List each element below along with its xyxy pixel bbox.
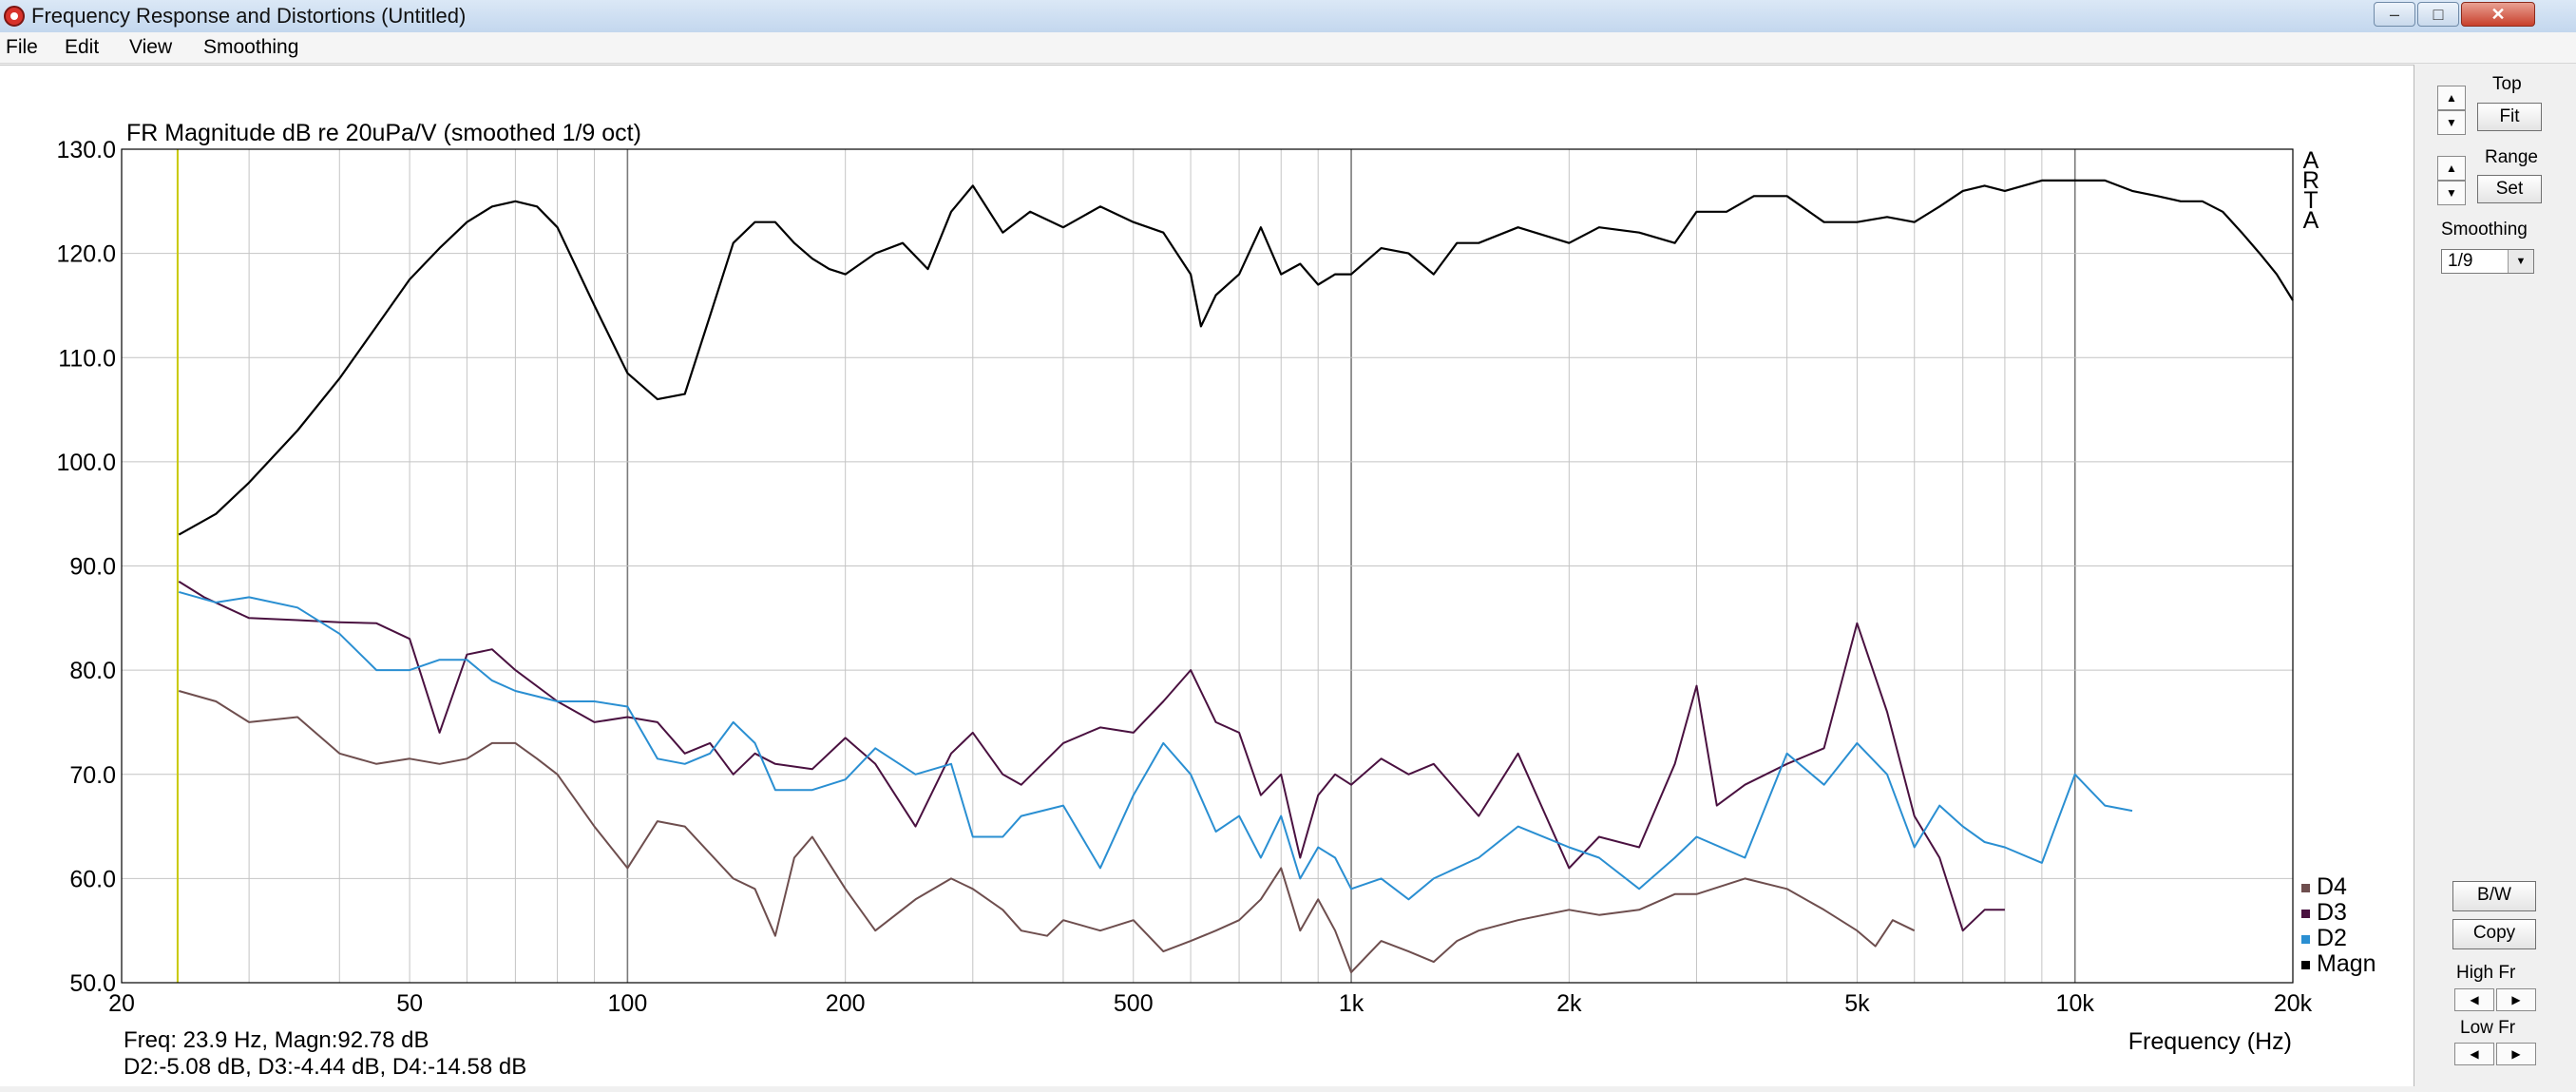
y-tick-label: 130.0 <box>56 137 116 163</box>
range-up-arrow-icon[interactable]: ▲ <box>2437 156 2466 181</box>
y-tick-label: 70.0 <box>69 762 116 789</box>
x-tick-label: 50 <box>396 990 423 1017</box>
window-title: Frequency Response and Distortions (Unti… <box>31 4 467 28</box>
y-tick-label: 60.0 <box>69 866 116 892</box>
series-line-magn <box>178 179 2294 536</box>
top-label: Top <box>2492 74 2522 94</box>
series-line-d4 <box>179 690 1916 973</box>
side-text-letter: A <box>2303 147 2319 174</box>
x-tick-label: 2k <box>1556 990 1582 1017</box>
high-fr-label: High Fr <box>2456 963 2516 983</box>
smoothing-label: Smoothing <box>2441 220 2528 239</box>
series-line-d2 <box>179 590 2133 901</box>
legend-label-d4: D4 <box>2317 873 2347 900</box>
x-axis-label: Frequency (Hz) <box>2128 1028 2292 1055</box>
chart-panel[interactable]: 50.0 60.0 70.0 80.0 90.0 100.0 110.0 120.0 130.0… <box>0 65 2414 1086</box>
y-tick-label: 120.0 <box>56 241 116 268</box>
control-panel: ▲ ▼ Top Fit ▲ ▼ Range Set Smoothing 1/9 … <box>2414 65 2576 1092</box>
y-tick-label: 50.0 <box>69 970 116 997</box>
x-tick-label: 20 <box>108 990 135 1017</box>
legend-swatch-d4 <box>2301 884 2310 892</box>
legend-swatch-magn <box>2301 961 2310 969</box>
frequency-response-chart[interactable]: 50.0 60.0 70.0 80.0 90.0 100.0 110.0 120.0 130.0… <box>0 66 2414 1086</box>
low-fr-label: Low Fr <box>2460 1018 2516 1038</box>
x-tick-label: 1k <box>1339 990 1364 1017</box>
series-line-d3 <box>178 581 2005 932</box>
grid <box>121 148 2294 984</box>
legend-label-d3: D3 <box>2317 899 2347 926</box>
top-up-arrow-icon[interactable]: ▲ <box>2437 86 2466 110</box>
maximize-button[interactable]: □ <box>2417 2 2459 27</box>
menu-smoothing[interactable]: Smoothing <box>203 36 299 58</box>
plot-frame <box>121 148 2294 984</box>
menu-edit[interactable]: Edit <box>65 36 100 58</box>
side-text-letter: T <box>2303 187 2318 214</box>
title-bar: Frequency Response and Distortions (Unti… <box>0 0 2576 33</box>
x-tick-label: 200 <box>826 990 866 1017</box>
high-fr-right-arrow-icon[interactable]: ▶ <box>2496 988 2536 1011</box>
menu-bar: File Edit View Smoothing <box>0 32 2576 64</box>
series-layer <box>178 179 2294 973</box>
x-tick-label: 500 <box>1114 990 1154 1017</box>
legend-label-magn: Magn <box>2317 950 2376 977</box>
low-fr-right-arrow-icon[interactable]: ▶ <box>2496 1043 2536 1065</box>
side-text-letter: A <box>2303 207 2319 234</box>
cursor-readout-line2: D2:-5.08 dB, D3:-4.44 dB, D4:-14.58 dB <box>124 1054 526 1080</box>
x-tick-label: 100 <box>608 990 648 1017</box>
y-tick-label: 100.0 <box>56 450 116 476</box>
side-text-letter: R <box>2302 167 2319 194</box>
tick-labels: 50.0 60.0 70.0 80.0 90.0 100.0 110.0 120.0 130.0… <box>56 137 2312 1017</box>
app-icon <box>4 6 25 27</box>
close-button[interactable]: ✕ <box>2461 2 2535 27</box>
x-tick-label: 5k <box>1844 990 1870 1017</box>
y-tick-label: 90.0 <box>69 554 116 581</box>
low-fr-left-arrow-icon[interactable]: ◀ <box>2454 1043 2494 1065</box>
y-tick-label: 110.0 <box>58 345 116 372</box>
chart-title: FR Magnitude dB re 20uPa/V (smoothed 1/9… <box>126 120 641 146</box>
set-button[interactable]: Set <box>2477 175 2542 203</box>
y-tick-label: 80.0 <box>69 658 116 684</box>
menu-file[interactable]: File <box>6 36 38 58</box>
legend-swatch-d2 <box>2301 935 2310 944</box>
smoothing-select[interactable]: 1/9 ▼ <box>2441 249 2534 274</box>
menu-view[interactable]: View <box>129 36 173 58</box>
bw-button[interactable]: B/W <box>2452 881 2536 911</box>
top-down-arrow-icon[interactable]: ▼ <box>2437 110 2466 135</box>
chevron-down-icon: ▼ <box>2508 250 2533 273</box>
legend-swatch-d3 <box>2301 910 2310 918</box>
smoothing-value: 1/9 <box>2448 251 2473 271</box>
x-tick-label: 10k <box>2056 990 2095 1017</box>
range-label: Range <box>2485 147 2538 167</box>
range-down-arrow-icon[interactable]: ▼ <box>2437 181 2466 205</box>
high-fr-left-arrow-icon[interactable]: ◀ <box>2454 988 2494 1011</box>
minimize-button[interactable]: – <box>2374 2 2415 27</box>
fit-button[interactable]: Fit <box>2477 103 2542 131</box>
cursor-readout-line1: Freq: 23.9 Hz, Magn:92.78 dB <box>124 1027 429 1053</box>
legend-label-d2: D2 <box>2317 925 2347 951</box>
copy-button[interactable]: Copy <box>2452 919 2536 949</box>
x-tick-label: 20k <box>2274 990 2313 1017</box>
